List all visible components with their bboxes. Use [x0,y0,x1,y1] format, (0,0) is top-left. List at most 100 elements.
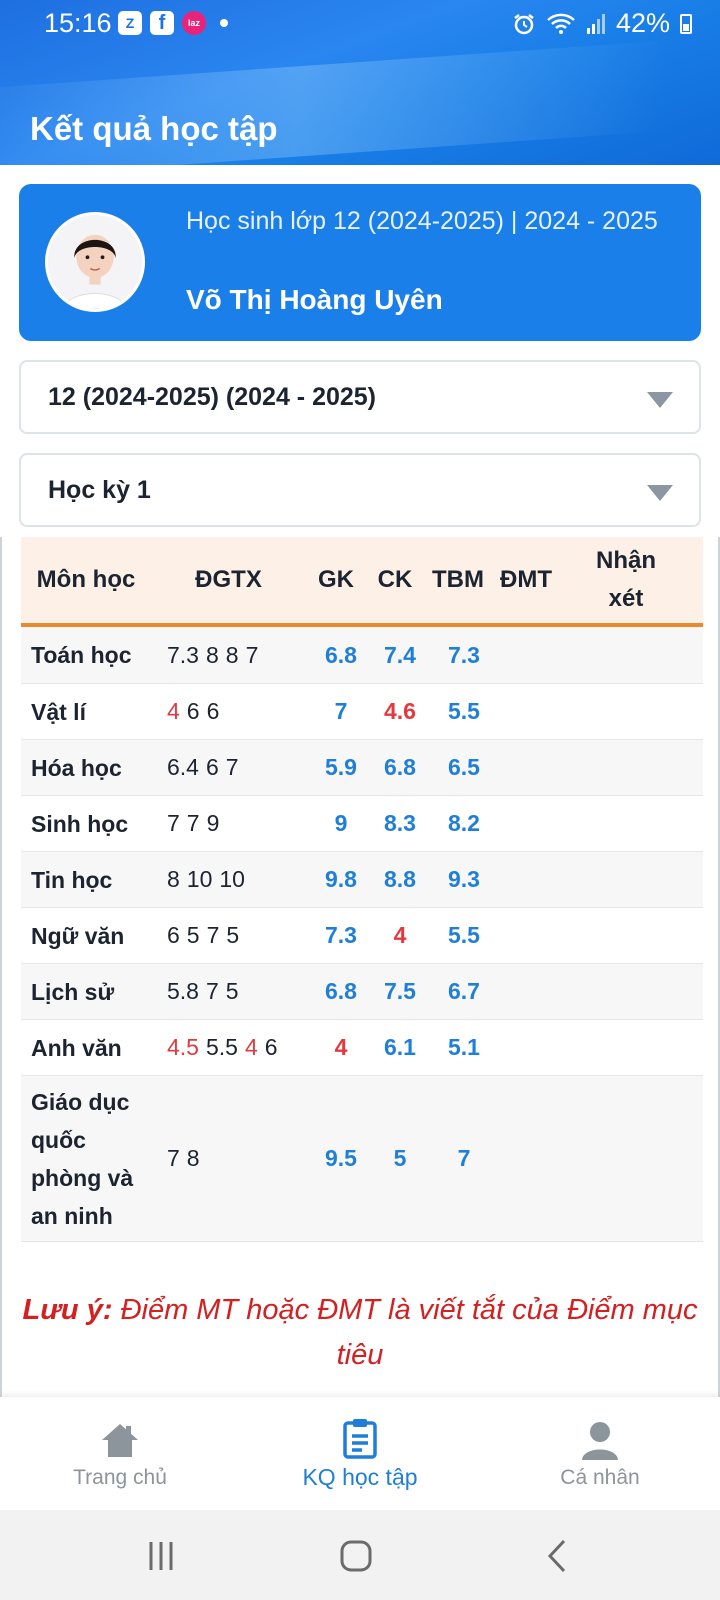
table-header: Môn học ĐGTX GK CK TBM ĐMT Nhận xét [21,537,703,627]
note-label: Lưu ý: [22,1294,113,1326]
gk-score: 9 [334,810,348,836]
tbm-score: 6.7 [448,978,480,1004]
dgtx-score: 10 [186,866,213,892]
dgtx-score: 6 [205,754,219,780]
table-row[interactable]: Anh văn 4.5 5.5 4 6 4 6.1 5.1 [21,1020,703,1076]
recent-apps-icon[interactable] [143,1538,179,1574]
app-header: 15:16 Z f laz 42% Kết quả học tập [0,0,720,165]
table-row[interactable]: Tin học 8 10 10 9.8 8.8 9.3 [21,852,703,908]
student-name: Võ Thị Hoàng Uyên [186,284,443,315]
student-photo-icon [48,215,142,309]
header-ck: CK [377,566,413,593]
dgtx-score: 6 [206,698,220,724]
dgtx-score: 8 [225,641,239,668]
dgtx-score: 5.8 [167,978,199,1004]
tbm-score: 5.5 [448,922,480,948]
header-subject: Môn học [36,566,136,593]
battery-icon [680,13,692,34]
dgtx-score: 7 [206,922,220,948]
dgtx-score: 10 [219,866,245,892]
dgtx-score: 5 [226,922,240,948]
lazada-icon: laz [182,11,206,35]
signal-icon [586,13,605,34]
subject-cell: Giáo dục quốc phòng và an ninh [31,1088,134,1229]
note-text: Lưu ý: Điểm MT hoặc ĐMT là viết tắt của … [20,1288,700,1378]
semester-value: Học kỳ 1 [48,475,151,504]
grades-table[interactable]: Môn học ĐGTX GK CK TBM ĐMT Nhận xét Toán… [0,537,720,1397]
dgtx-score: 4.5 [167,1034,199,1060]
subject-cell: Sinh học [31,810,129,837]
note-body: Điểm MT hoặc ĐMT là viết tắt của Điểm mụ… [112,1294,698,1371]
system-navigation-bar [0,1510,720,1600]
nav-home[interactable]: Trang chủ [60,1397,180,1510]
student-profile-card: Học sinh lớp 12 (2024-2025) | 2024 - 202… [19,184,701,341]
wifi-icon [547,13,575,34]
dgtx-score: 7 [186,810,200,836]
home-button-icon[interactable] [338,1538,374,1574]
table-row[interactable]: Ngữ văn 6 5 7 5 7.3 4 5.5 [21,908,703,964]
header-tbm: TBM [432,566,484,593]
dgtx-score: 7.3 [167,641,199,668]
ck-score: 6.1 [384,1034,416,1060]
subject-cell: Anh văn [31,1034,122,1061]
tbm-score: 5.5 [448,698,480,724]
student-class-label: Học sinh lớp 12 (2024-2025) | 2024 - 202… [186,207,658,235]
facebook-icon: f [150,11,174,35]
table-row[interactable]: Toán học 7.3 8 8 7 6.8 7.4 7.3 [21,627,703,684]
back-icon[interactable] [540,1538,576,1574]
subject-cell: Vật lí [31,698,86,725]
dgtx-cell: 4.5 5.5 4 6 [167,1020,317,1075]
chevron-down-icon [647,392,673,408]
dgtx-cell: 7.3 8 8 7 [167,627,317,683]
nav-profile[interactable]: Cá nhân [540,1397,660,1510]
gk-score: 5.9 [325,754,357,780]
dgtx-score: 6 [167,922,180,948]
table-row[interactable]: Vật lí 4 6 6 7 4.6 5.5 [21,684,703,740]
table-row[interactable]: Giáo dục quốc phòng và an ninh 7 8 9.5 5 7 [21,1076,703,1242]
table-row[interactable]: Sinh học 7 7 9 9 8.3 8.2 [21,796,703,852]
status-time: 15:16 [44,8,112,38]
ck-score: 7.5 [384,978,416,1004]
dgtx-score: 7 [167,1145,180,1171]
tbm-score: 5.1 [448,1034,480,1060]
dgtx-score: 6 [186,698,200,724]
ck-score: 8.3 [384,810,416,836]
zalo-icon: Z [118,11,142,35]
nav-results[interactable]: KQ học tập [280,1397,440,1510]
table-row[interactable]: Lịch sử 5.8 7 5 6.8 7.5 6.7 [21,964,703,1020]
gk-score: 4 [334,1034,348,1060]
dgtx-cell: 5.8 7 5 [167,964,317,1019]
header-dgtx: ĐGTX [195,566,262,593]
nav-home-label: Trang chủ [73,1465,167,1489]
gk-score: 9.5 [325,1145,357,1171]
chevron-down-icon [647,485,673,501]
gk-score: 7 [334,698,348,724]
clipboard-icon [343,1419,377,1459]
semester-select[interactable]: Học kỳ 1 [19,453,701,527]
avatar [45,212,145,312]
ck-score: 4.6 [384,698,416,724]
subject-cell: Toán học [31,642,132,668]
dgtx-score: 6.4 [167,754,199,780]
subject-cell: Lịch sử [31,978,115,1005]
dgtx-score: 5 [186,922,200,948]
bottom-navigation: Trang chủ KQ học tập Cá nhân [0,1397,720,1510]
status-right: 42% [512,8,692,39]
page-title: Kết quả học tập [30,110,278,147]
school-year-select[interactable]: 12 (2024-2025) (2024 - 2025) [19,360,701,434]
tbm-score: 8.2 [448,810,480,836]
table-row[interactable]: Hóa học 6.4 6 7 5.9 6.8 6.5 [21,740,703,796]
subject-cell: Tin học [31,866,113,893]
dgtx-cell: 6.4 6 7 [167,740,317,795]
gk-score: 9.8 [325,866,357,892]
gk-score: 6.8 [325,978,357,1004]
dgtx-score: 9 [206,810,220,836]
dgtx-score: 7 [225,754,239,780]
ck-score: 7.4 [384,641,416,668]
dgtx-score: 6 [264,1034,278,1060]
header-dmt: ĐMT [500,566,552,593]
dgtx-score: 7 [205,978,219,1004]
